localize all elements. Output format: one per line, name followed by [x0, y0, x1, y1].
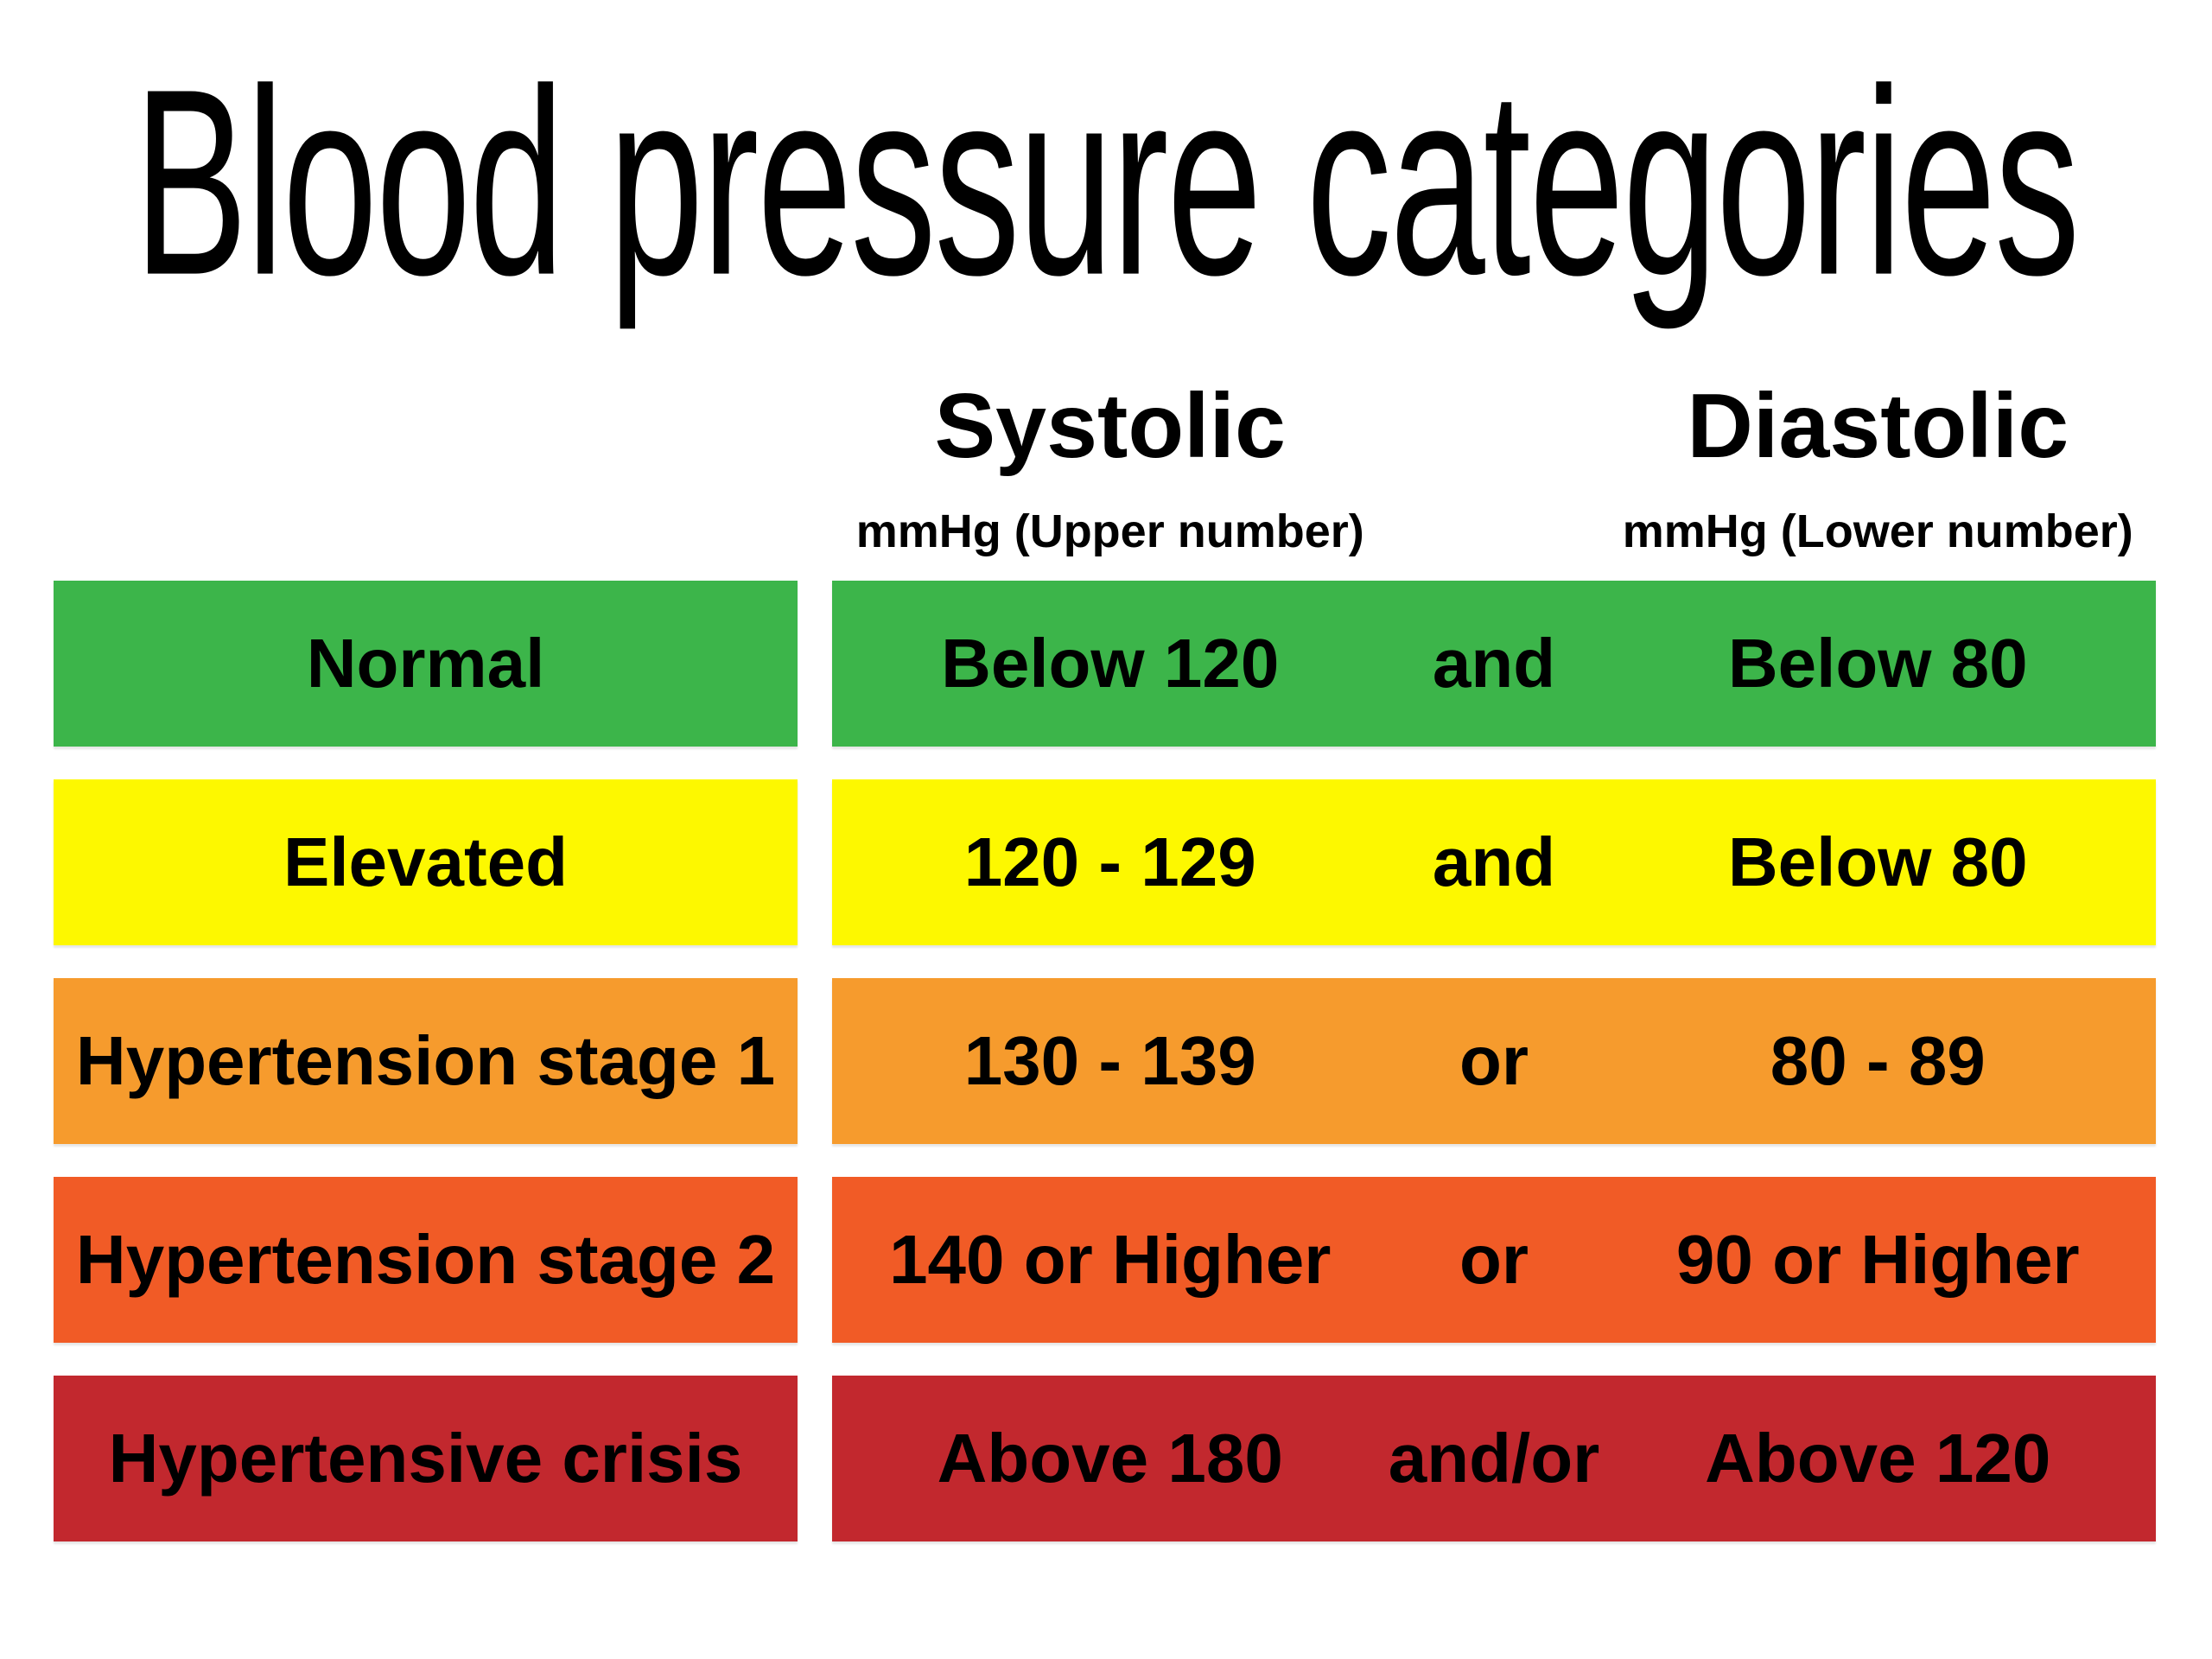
- systolic-value: 130 - 139: [963, 1022, 1256, 1099]
- diastolic-value: 80 - 89: [1770, 1022, 1986, 1099]
- diastolic-header-group: Diastolic mmHg (Lower number): [1600, 380, 2156, 555]
- systolic-header-group: Systolic mmHg (Upper number): [832, 380, 1388, 555]
- category-label: Hypertensive crisis: [108, 1420, 743, 1497]
- operator-label: and/or: [1388, 1420, 1600, 1497]
- diastolic-value: Above 120: [1705, 1420, 2051, 1497]
- systolic-value: 120 - 129: [963, 823, 1256, 900]
- category-label: Hypertension stage 1: [75, 1022, 776, 1099]
- category-label: Hypertension stage 2: [75, 1221, 776, 1298]
- operator-label: and: [1432, 823, 1556, 900]
- diastolic-header: Diastolic: [1687, 375, 2069, 477]
- systolic-value: 140 or Higher: [889, 1221, 1332, 1298]
- values-bar-hypertensive-crisis: Above 180 and/or Above 120: [832, 1376, 2156, 1541]
- systolic-value: Below 120: [941, 625, 1280, 702]
- systolic-header: Systolic: [934, 375, 1286, 477]
- page-title: Blood pressure categories: [133, 33, 2080, 330]
- column-headers: Systolic mmHg (Upper number) Diastolic m…: [832, 380, 2156, 555]
- diastolic-subheader: mmHg (Lower number): [1622, 505, 2133, 557]
- category-bar-normal: Normal: [54, 581, 798, 747]
- values-bar-elevated: 120 - 129 and Below 80: [832, 779, 2156, 945]
- values-bar-hypertension-stage-1: 130 - 139 or 80 - 89: [832, 978, 2156, 1144]
- title-container: Blood pressure categories: [0, 26, 2212, 337]
- category-bar-elevated: Elevated: [54, 779, 798, 945]
- diastolic-value: Below 80: [1727, 823, 2028, 900]
- values-bar-normal: Below 120 and Below 80: [832, 581, 2156, 747]
- category-bar-hypertensive-crisis: Hypertensive crisis: [54, 1376, 798, 1541]
- diastolic-value: 90 or Higher: [1675, 1221, 2080, 1298]
- operator-label: or: [1459, 1022, 1529, 1099]
- values-bar-hypertension-stage-2: 140 or Higher or 90 or Higher: [832, 1177, 2156, 1343]
- category-label: Normal: [306, 625, 545, 702]
- category-bar-hypertension-stage-1: Hypertension stage 1: [54, 978, 798, 1144]
- diastolic-value: Below 80: [1727, 625, 2028, 702]
- systolic-subheader: mmHg (Upper number): [855, 505, 1364, 557]
- systolic-value: Above 180: [937, 1420, 1283, 1497]
- operator-label: and: [1432, 625, 1556, 702]
- category-bar-hypertension-stage-2: Hypertension stage 2: [54, 1177, 798, 1343]
- category-label: Elevated: [283, 823, 569, 900]
- operator-label: or: [1459, 1221, 1529, 1298]
